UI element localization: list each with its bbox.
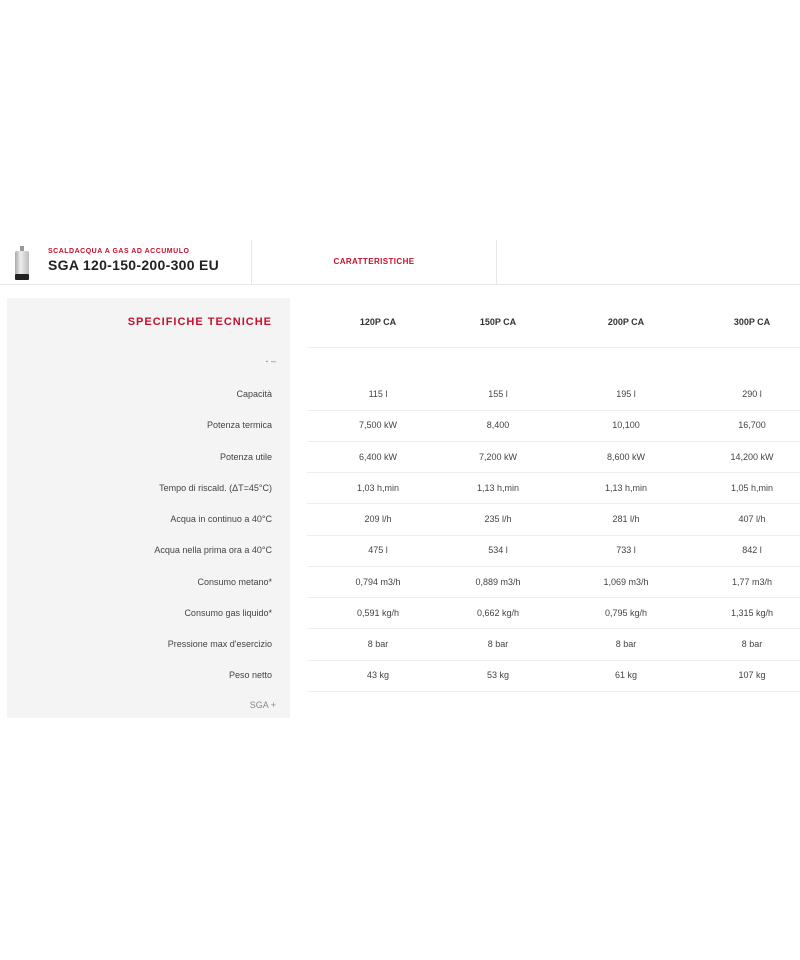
- table-cell: 155 l: [488, 389, 508, 399]
- row-divider: [307, 503, 800, 504]
- table-cell: 195 l: [616, 389, 636, 399]
- row-label: Pressione max d'esercizio: [167, 639, 272, 649]
- row-label: Potenza termica: [206, 420, 272, 431]
- table-cell: 290 l: [742, 389, 762, 399]
- row-label: Tempo di riscald. (ΔT=45°C): [159, 482, 272, 493]
- table-cell: 281 l/h: [612, 514, 640, 524]
- table-cell: 115 l: [368, 389, 388, 399]
- product-header: SCALDACQUA A GAS AD ACCUMULO SGA 120-150…: [0, 238, 800, 285]
- row-label: Peso netto: [228, 670, 272, 681]
- table-cell: 8 bar: [615, 639, 637, 649]
- table-cell: 733 l: [616, 545, 636, 556]
- row-divider: [307, 691, 800, 692]
- group-sga-expand[interactable]: SGA +: [249, 700, 276, 710]
- table-cell: 8,400: [486, 420, 510, 431]
- row-divider: [307, 472, 800, 473]
- table-cell: 107 kg: [738, 670, 766, 681]
- row-divider: [307, 535, 800, 536]
- table-cell: 209 l/h: [364, 514, 392, 524]
- table-cell: 10,100: [612, 420, 640, 431]
- table-cell: 235 l/h: [484, 514, 512, 524]
- table-cell: 61 kg: [614, 670, 638, 681]
- table-cell: 842 l: [742, 545, 762, 556]
- row-label: Consumo metano*: [197, 576, 272, 587]
- table-cell: 534 l: [488, 545, 508, 556]
- row-label: Potenza utile: [219, 451, 272, 462]
- specs-label-panel: SPECIFICHE TECNICHE - – SGA + Capacità Po…: [7, 298, 290, 718]
- column-header: 150P CA: [479, 317, 517, 327]
- row-label: Acqua nella prima ora a 40°C: [154, 545, 272, 556]
- divider: [496, 240, 497, 285]
- row-divider: [307, 441, 800, 442]
- table-cell: 16,700: [738, 420, 766, 431]
- divider: [251, 240, 252, 285]
- table-cell: 0,662 kg/h: [476, 607, 520, 618]
- table-cell: 0,795 kg/h: [604, 607, 648, 618]
- row-label: Capacità: [236, 389, 272, 399]
- table-cell: 1,05 h,min: [730, 482, 774, 493]
- table-cell: 0,889 m3/h: [475, 576, 521, 587]
- table-cell: 1,315 kg/h: [730, 607, 774, 618]
- table-cell: 7,500 kW: [358, 420, 398, 431]
- table-cell: 8,600 kW: [606, 451, 646, 462]
- tab-caratteristiche[interactable]: CARATTERISTICHE: [333, 257, 415, 266]
- product-title: SGA 120-150-200-300 EU: [48, 257, 220, 273]
- table-cell: 0,591 kg/h: [356, 607, 400, 618]
- table-cell: 1,03 h,min: [356, 482, 400, 493]
- table-cell: 407 l/h: [738, 514, 766, 524]
- table-cell: 1,13 h,min: [604, 482, 648, 493]
- row-divider: [307, 628, 800, 629]
- table-cell: 8 bar: [367, 639, 389, 649]
- water-heater-image: [14, 246, 30, 280]
- section-title: SPECIFICHE TECNICHE: [127, 316, 272, 328]
- column-header: 300P CA: [733, 317, 771, 327]
- table-cell: 7,200 kW: [478, 451, 518, 462]
- table-cell: 53 kg: [486, 670, 510, 681]
- row-divider: [307, 566, 800, 567]
- table-cell: 6,400 kW: [358, 451, 398, 462]
- column-header: 120P CA: [359, 317, 397, 327]
- table-cell: 1,069 m3/h: [603, 576, 649, 587]
- row-divider: [307, 410, 800, 411]
- row-label: Acqua in continuo a 40°C: [170, 514, 272, 524]
- collapse-toggle[interactable]: - –: [265, 356, 276, 366]
- row-label: Consumo gas liquido*: [184, 607, 272, 618]
- column-header: 200P CA: [607, 317, 645, 327]
- row-divider: [307, 597, 800, 598]
- row-divider: [307, 660, 800, 661]
- table-cell: 0,794 m3/h: [355, 576, 401, 587]
- table-cell: 8 bar: [487, 639, 509, 649]
- divider: [307, 347, 800, 348]
- table-cell: 1,13 h,min: [476, 482, 520, 493]
- table-cell: 1,77 m3/h: [731, 576, 773, 587]
- table-cell: 8 bar: [741, 639, 763, 649]
- table-cell: 475 l: [368, 545, 388, 556]
- product-category: SCALDACQUA A GAS AD ACCUMULO: [48, 248, 190, 255]
- table-cell: 43 kg: [366, 670, 390, 681]
- table-cell: 14,200 kW: [730, 451, 774, 462]
